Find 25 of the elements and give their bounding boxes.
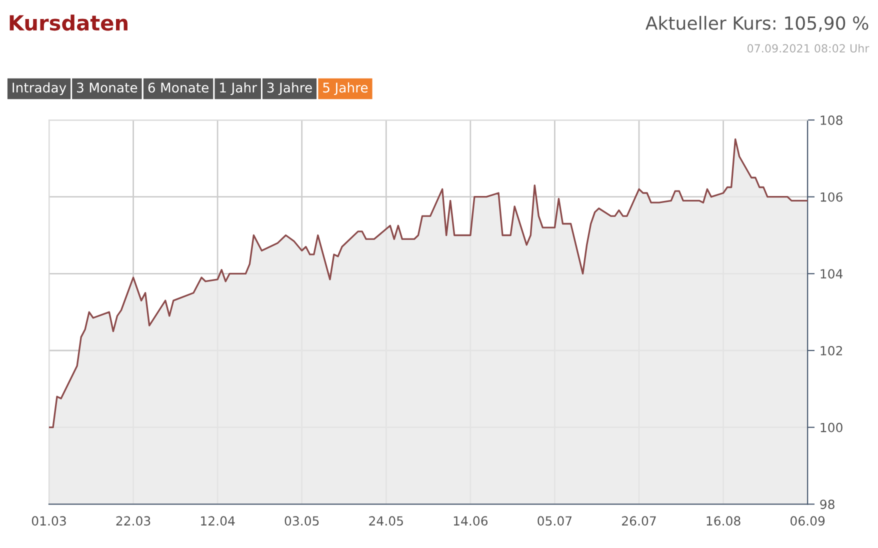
y-tick-label: 98 — [820, 500, 834, 510]
x-tick-label: 16.08 — [706, 516, 740, 526]
y-tick-label: 108 — [820, 115, 842, 125]
x-tick-label: 26.07 — [622, 516, 656, 526]
text: 3 Monate — [77, 82, 138, 93]
x-tick-label: 06.09 — [790, 516, 825, 526]
text: 6 Monate — [148, 82, 208, 93]
y-tick-label: 100 — [820, 422, 842, 432]
x-tick-label: 03.05 — [284, 516, 319, 526]
x-tick-label: 14.06 — [454, 516, 488, 526]
text: 3 Jahre — [267, 82, 312, 96]
x-tick-label: 12.04 — [201, 516, 235, 526]
text: 5 Jahre — [323, 82, 368, 96]
y-tick-label: 104 — [820, 269, 843, 279]
x-tick-label: 24.05 — [369, 516, 403, 526]
text: 1 Jahr — [220, 82, 258, 96]
x-tick-label: 05.07 — [538, 516, 572, 526]
chart-subtitle: Aktueller Kurs: 105,90 % — [646, 16, 868, 32]
x-tick-label: 22.03 — [116, 516, 150, 526]
x-tick-label: 01.03 — [32, 516, 66, 526]
y-tick-label: 106 — [820, 192, 842, 202]
chart-title: Kursdaten — [10, 14, 128, 31]
y-tick-label: 102 — [820, 346, 842, 356]
text: Intraday — [12, 82, 66, 96]
text: 07.09.2021 08:02 Uhr — [748, 44, 870, 53]
